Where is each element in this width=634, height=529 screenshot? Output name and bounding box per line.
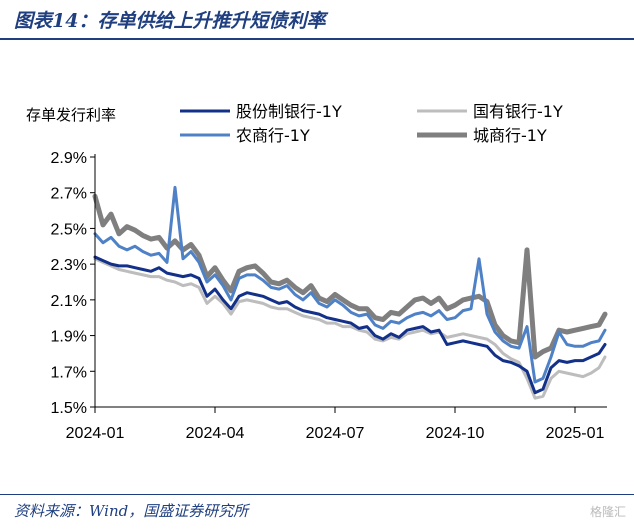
figure-title: 图表14：存单供给上升推升短债利率: [14, 10, 326, 32]
x-tick-label: 2024-07: [306, 425, 365, 442]
legend-label: 股份制银行-1Y: [236, 102, 342, 121]
x-tick-label: 2024-04: [186, 425, 245, 442]
y-tick-label: 2.1%: [51, 293, 87, 310]
plot-lines: [92, 185, 608, 400]
y-axis-label: 存单发行利率: [26, 106, 116, 124]
watermark: 格隆汇: [589, 505, 626, 519]
title-rule: [0, 38, 634, 40]
legend: 股份制银行-1Y 国有银行-1Y 农商行-1Y 城商行-1Y: [180, 102, 563, 145]
x-tick-label: 2024-10: [426, 425, 485, 442]
y-tick-label: 1.7%: [51, 364, 87, 381]
y-tick-label: 1.9%: [51, 329, 87, 346]
legend-label: 国有银行-1Y: [473, 102, 563, 121]
source-rule: [0, 494, 634, 495]
x-tick-label: 2024-01: [66, 425, 125, 442]
legend-label: 城商行-1Y: [473, 126, 547, 145]
y-tick-label: 2.3%: [51, 257, 87, 274]
legend-label: 农商行-1Y: [236, 126, 310, 145]
y-tick-label: 2.9%: [51, 150, 87, 167]
y-tick-label: 2.7%: [51, 186, 87, 203]
x-tick-label: 2025-01: [546, 425, 605, 442]
source-note: 资料来源：Wind，国盛证券研究所: [14, 502, 249, 520]
axes: 2.9% 2.7% 2.5% 2.3% 2.1% 1.9% 1.7% 1.5% 2024-01 2…: [51, 150, 607, 442]
y-tick-label: 2.5%: [51, 221, 87, 238]
y-tick-label: 1.5%: [51, 400, 87, 417]
series-line-3: [93, 185, 607, 384]
series-line-1: [93, 255, 607, 395]
